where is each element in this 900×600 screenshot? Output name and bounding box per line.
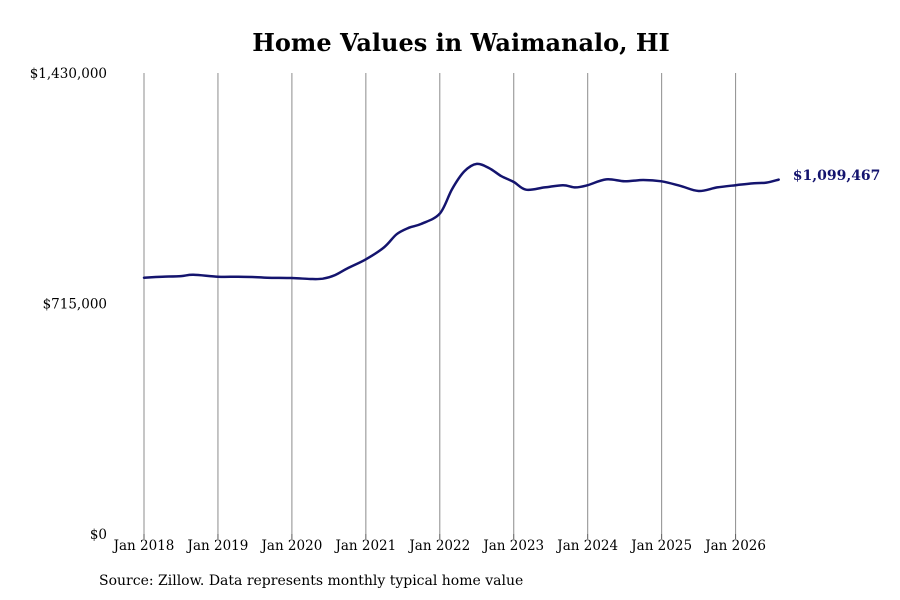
x-tick-label: Jan 2018 xyxy=(112,538,175,554)
y-tick-label: $715,000 xyxy=(43,297,107,313)
x-tick-label: Jan 2022 xyxy=(407,538,470,554)
gridlines xyxy=(143,73,737,534)
x-tick-label: Jan 2025 xyxy=(629,538,692,554)
x-tick-label: Jan 2024 xyxy=(555,538,618,554)
x-tick-label: Jan 2026 xyxy=(703,538,766,554)
y-tick-label: $0 xyxy=(90,527,107,543)
x-tick-label: Jan 2021 xyxy=(333,538,396,554)
series-layer xyxy=(142,162,780,281)
y-tick-label: $1,430,000 xyxy=(30,66,107,82)
y-axis-ticks: $0 $715,000 $1,430,000 xyxy=(30,66,107,543)
annotations: $1,099,467 xyxy=(793,168,881,184)
x-tick-label: Jan 2019 xyxy=(186,538,249,554)
x-axis-ticks: Jan 2018 Jan 2019 Jan 2020 Jan 2021 Jan 2022… xyxy=(112,534,766,554)
chart-title: Home Values in Waimanalo, HI xyxy=(252,28,670,57)
series-line xyxy=(142,162,780,281)
end-value-label: $1,099,467 xyxy=(793,168,881,184)
x-tick-label: Jan 2020 xyxy=(259,538,322,554)
source-note: Source: Zillow. Data represents monthly … xyxy=(99,573,524,589)
x-tick-label: Jan 2023 xyxy=(481,538,544,554)
